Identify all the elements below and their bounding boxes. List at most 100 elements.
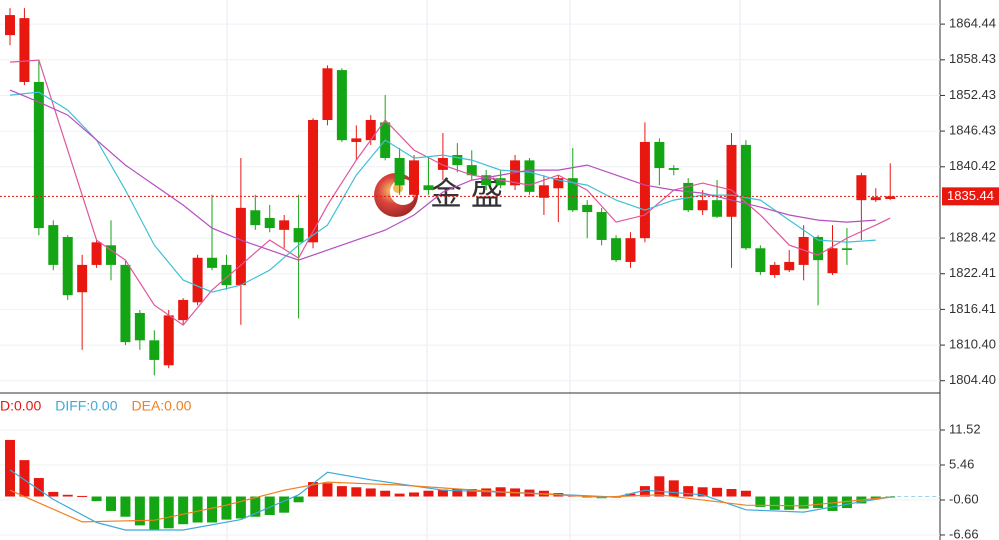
y-tick-label: 1864.44: [949, 16, 996, 31]
last-price-box: [942, 187, 999, 206]
histogram-bar: [452, 489, 463, 497]
candle-body: [784, 261, 795, 271]
candle-body: [192, 257, 203, 303]
candle-body: [625, 238, 636, 262]
candle-body: [452, 155, 463, 166]
candle-body: [524, 160, 535, 192]
candle-body: [538, 185, 549, 198]
candle-body: [409, 160, 420, 195]
candle-body: [466, 165, 477, 176]
y-tick-label: -6.66: [949, 526, 979, 540]
y-tick-label: -0.60: [949, 491, 979, 506]
histogram-bar: [870, 496, 881, 499]
histogram-bar: [769, 496, 780, 510]
candle-body: [308, 119, 319, 243]
candle-body: [827, 248, 838, 274]
histogram-bar: [91, 496, 102, 502]
candle-body: [365, 119, 376, 141]
candle-body: [885, 196, 896, 199]
candle-body: [668, 168, 679, 170]
histogram-bar: [48, 491, 59, 497]
candle-body: [235, 207, 246, 286]
histogram-bar: [336, 486, 347, 497]
candle-body: [207, 257, 218, 268]
histogram-bar: [221, 496, 232, 520]
candle-body: [654, 141, 665, 169]
histogram-bar: [798, 496, 809, 509]
candle-body: [221, 264, 232, 286]
candle-body: [33, 81, 44, 229]
candle-body: [437, 157, 448, 170]
candle-body: [769, 264, 780, 275]
histogram-bar: [423, 490, 434, 497]
axis-labels: 1864.44 1858.43 1852.43 1846.43 1840.42 1828.…: [940, 16, 999, 540]
histogram-bar: [481, 488, 492, 497]
histogram-bar: [380, 490, 391, 497]
candle-body: [293, 228, 304, 243]
candle-body: [106, 245, 117, 265]
candle-body: [481, 175, 492, 186]
legend-item: D:0.00: [0, 398, 41, 414]
histogram-bar: [5, 439, 15, 497]
histogram-bar: [827, 496, 838, 511]
histogram-bar: [163, 496, 174, 529]
histogram-bar: [712, 487, 723, 497]
candle-body: [322, 68, 333, 120]
candle-body: [77, 264, 88, 293]
histogram-bar: [654, 476, 665, 497]
histogram-bar: [149, 496, 160, 531]
candle-body: [264, 217, 275, 229]
candle-body: [62, 236, 73, 296]
histogram-bar: [437, 489, 448, 497]
histogram-bar: [394, 493, 405, 497]
y-tick-label: 1846.43: [949, 123, 996, 138]
y-tick-label: 1840.42: [949, 158, 996, 173]
last-price-label: 1835.44: [947, 188, 994, 203]
candle-body: [250, 210, 261, 226]
candle-body: [755, 248, 766, 273]
histogram-bar: [625, 493, 636, 497]
histogram-bar: [841, 496, 852, 509]
y-tick-label: 1858.43: [949, 51, 996, 66]
histogram-bar: [755, 496, 766, 507]
histogram-bar: [784, 496, 795, 510]
candle-body: [394, 157, 405, 186]
candle-body: [423, 185, 434, 191]
indicator-line: [9, 481, 891, 523]
candle-body: [48, 225, 59, 265]
price-panel: [0, 8, 940, 382]
candle-body: [596, 212, 607, 240]
histogram-bar: [178, 496, 189, 525]
candle-body: [870, 197, 881, 201]
histogram-bar: [740, 490, 751, 497]
candle-body: [798, 236, 809, 265]
histogram-bar: [466, 489, 477, 497]
candle-body: [279, 220, 290, 230]
histogram-bar: [351, 487, 362, 497]
histogram-bar: [308, 482, 319, 497]
y-tick-label: 5.46: [949, 456, 974, 471]
candle-body: [553, 178, 564, 189]
histogram-bar: [62, 494, 73, 497]
y-tick-label: 1852.43: [949, 87, 996, 102]
histogram-bar: [250, 496, 261, 517]
y-tick-label: 1828.42: [949, 229, 996, 244]
candle-body: [91, 242, 102, 265]
histogram-bar: [813, 496, 824, 509]
y-tick-label: 1816.41: [949, 301, 996, 316]
histogram-bar: [639, 486, 650, 497]
candle-body: [611, 238, 622, 261]
candle-body: [697, 200, 708, 211]
candle-body: [495, 178, 506, 186]
histogram-bar: [365, 488, 376, 497]
candle-body: [712, 200, 723, 217]
histogram-bar: [668, 480, 679, 497]
candle-body: [5, 15, 15, 36]
macd-panel: D:0.00 DIFF:0.00 DEA:0.00: [0, 398, 940, 536]
candle-body: [582, 204, 593, 213]
vertical-grid: [226, 0, 741, 540]
candle-body: [856, 175, 867, 201]
histogram-bar: [19, 460, 30, 497]
histogram-bar: [409, 492, 420, 497]
